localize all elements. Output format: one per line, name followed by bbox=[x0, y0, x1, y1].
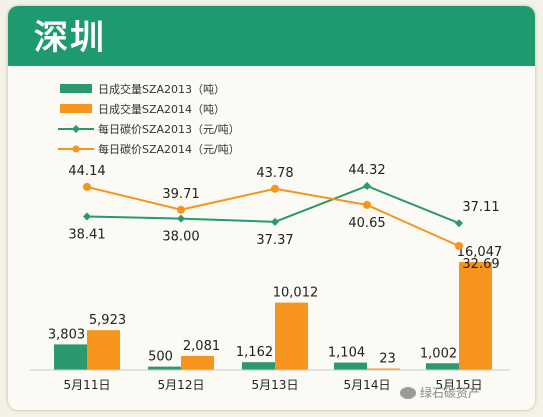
legend-label-2: 每日碳价SZA2013（元/吨） bbox=[98, 122, 240, 136]
wechat-icon bbox=[400, 386, 416, 399]
line-label-1-1: 39.71 bbox=[162, 187, 199, 202]
bar-1-4 bbox=[459, 262, 492, 370]
bar-label-0-3: 1,104 bbox=[328, 346, 365, 361]
header-banner: 深圳 bbox=[8, 6, 535, 66]
bar-label-0-0: 3,803 bbox=[48, 327, 85, 342]
bar-label-0-4: 1,002 bbox=[420, 346, 457, 361]
bar-1-3 bbox=[367, 368, 400, 370]
line-label-0-0: 38.41 bbox=[68, 227, 105, 242]
bar-label-0-1: 500 bbox=[148, 350, 173, 365]
line-point-1-2 bbox=[271, 184, 279, 193]
watermark-text: 绿石碳资产 bbox=[420, 386, 481, 400]
line-point-0-2 bbox=[271, 217, 279, 226]
bar-0-0 bbox=[54, 344, 87, 370]
category-label-4: 5月15日 bbox=[436, 378, 483, 392]
category-label-0: 5月11日 bbox=[64, 378, 111, 392]
line-point-0-0 bbox=[83, 212, 91, 221]
bar-label-1-2: 10,012 bbox=[273, 286, 319, 301]
legend-marker-3 bbox=[72, 145, 80, 153]
line-label-0-2: 37.37 bbox=[256, 233, 293, 248]
category-label-2: 5月13日 bbox=[252, 378, 299, 392]
bar-0-2 bbox=[242, 362, 275, 370]
line-point-1-3 bbox=[363, 200, 371, 209]
legend-swatch-1 bbox=[60, 104, 92, 113]
legend-label-0: 日成交量SZA2013（吨） bbox=[98, 82, 225, 96]
bar-0-1 bbox=[148, 366, 181, 370]
line-point-0-1 bbox=[177, 214, 185, 223]
line-label-1-0: 44.14 bbox=[68, 164, 105, 179]
line-label-0-1: 38.00 bbox=[162, 230, 199, 245]
watermark: 绿石碳资产 bbox=[400, 384, 480, 401]
legend-marker-2 bbox=[72, 125, 80, 133]
bar-label-1-3: 23 bbox=[379, 352, 396, 367]
line-label-0-4: 37.11 bbox=[462, 200, 499, 215]
category-label-1: 5月12日 bbox=[158, 378, 205, 392]
bar-1-0 bbox=[87, 330, 120, 370]
line-label-1-4: 32.69 bbox=[462, 257, 499, 272]
bar-1-2 bbox=[275, 302, 308, 370]
category-label-3: 5月14日 bbox=[344, 378, 391, 392]
bar-0-3 bbox=[334, 362, 367, 370]
line-point-0-4 bbox=[455, 219, 463, 228]
bar-label-1-1: 2,081 bbox=[183, 339, 220, 354]
line-point-1-1 bbox=[177, 205, 185, 214]
bar-label-1-0: 5,923 bbox=[89, 313, 126, 328]
bar-0-4 bbox=[426, 363, 459, 370]
line-point-1-0 bbox=[83, 182, 91, 191]
legend-label-1: 日成交量SZA2014（吨） bbox=[98, 102, 225, 116]
line-point-0-3 bbox=[363, 182, 371, 190]
bar-1-1 bbox=[181, 355, 214, 370]
line-label-0-3: 44.32 bbox=[348, 163, 385, 178]
line-label-1-3: 40.65 bbox=[348, 216, 385, 231]
page-title: 深圳 bbox=[34, 18, 106, 58]
bar-label-0-2: 1,162 bbox=[236, 345, 273, 360]
legend-swatch-0 bbox=[60, 84, 92, 93]
legend-label-3: 每日碳价SZA2014（元/吨） bbox=[98, 142, 240, 156]
bar-label-1-4: 16,047 bbox=[457, 245, 503, 260]
line-point-1-4 bbox=[455, 242, 463, 250]
line-label-1-2: 43.78 bbox=[256, 166, 293, 181]
